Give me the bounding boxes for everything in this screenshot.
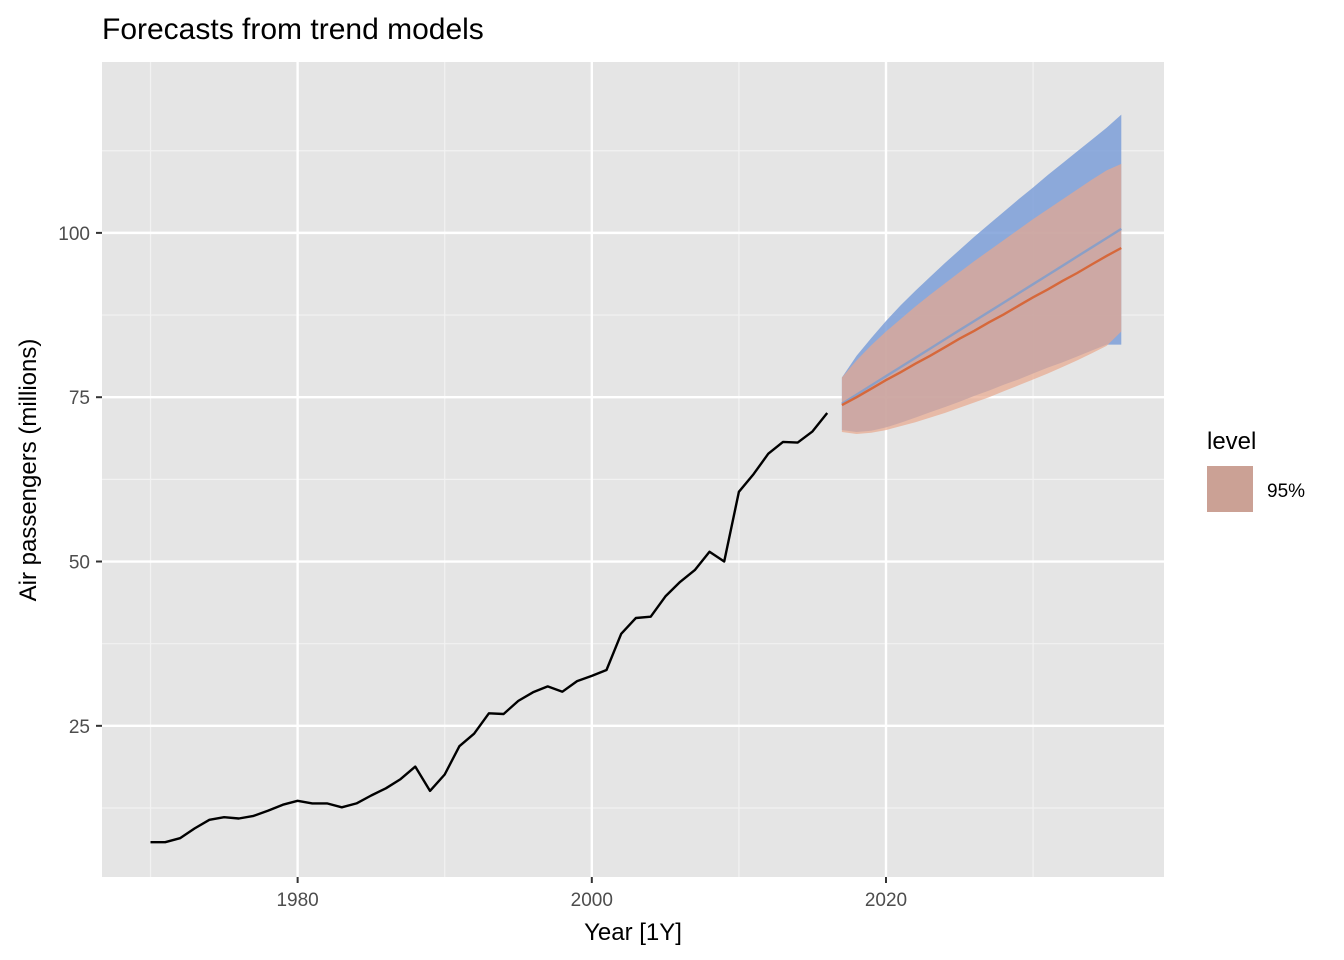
series-lines [150, 227, 1122, 844]
legend-key-95 [1207, 466, 1253, 512]
minor-gridlines [102, 62, 1164, 877]
legend-title: level [1207, 428, 1256, 455]
forecast-mean-line-1 [841, 227, 1122, 405]
y-tick-label: 75 [69, 388, 90, 409]
x-tick-label: 2020 [865, 890, 907, 911]
y-axis: 25 50 75 100 [58, 224, 102, 738]
x-tick-label: 1980 [276, 890, 318, 911]
legend: level 95% [1207, 428, 1305, 512]
x-tick-label: 2000 [571, 890, 613, 911]
x-axis: 1980 2000 2020 [276, 877, 907, 911]
legend-label-95: 95% [1267, 481, 1305, 502]
chart-title: Forecasts from trend models [102, 13, 484, 46]
y-tick-label: 100 [58, 224, 90, 245]
forecast-mean-line-2 [841, 246, 1122, 407]
plot-panel [102, 62, 1164, 877]
historical-line [150, 412, 829, 844]
x-axis-title: Year [1Y] [584, 919, 682, 946]
y-tick-label: 50 [69, 553, 90, 574]
y-tick-label: 25 [69, 717, 90, 738]
y-axis-title: Air passengers (millions) [15, 339, 42, 602]
